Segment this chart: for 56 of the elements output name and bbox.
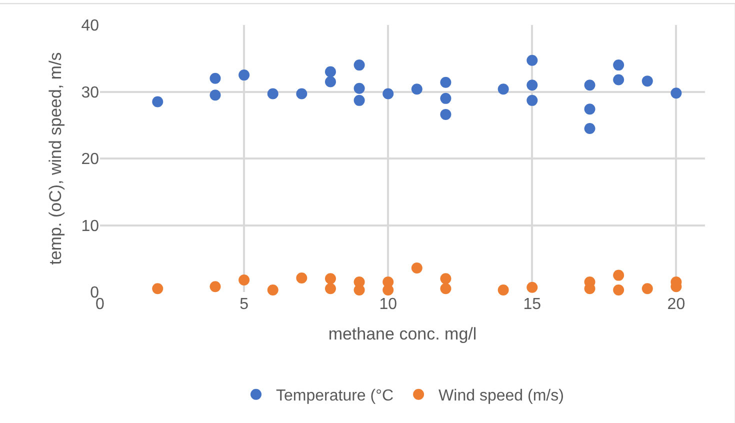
point xyxy=(354,82,365,94)
point xyxy=(354,60,365,71)
point xyxy=(411,262,422,274)
point xyxy=(324,66,336,78)
y-tick-label: 10 xyxy=(81,218,100,235)
x-tick-label: 5 xyxy=(240,296,249,313)
y-tick-label: 40 xyxy=(81,18,100,35)
point xyxy=(526,282,538,293)
point xyxy=(670,88,682,99)
point xyxy=(354,284,365,296)
point xyxy=(210,72,221,84)
point xyxy=(642,283,653,294)
point xyxy=(613,270,624,281)
point xyxy=(526,80,538,91)
point xyxy=(440,283,452,294)
legend-label: Temperature (°C xyxy=(276,388,394,405)
point xyxy=(210,281,221,292)
point xyxy=(296,272,308,284)
y-axis-title: temp. (oC), wind speed, m/s xyxy=(46,52,65,265)
point xyxy=(296,88,308,100)
point xyxy=(354,94,365,106)
point xyxy=(584,122,596,134)
point xyxy=(440,76,452,88)
y-tick-label: 30 xyxy=(81,84,100,102)
point xyxy=(498,84,509,95)
point xyxy=(411,84,422,95)
point xyxy=(238,70,250,81)
point xyxy=(613,284,624,296)
point xyxy=(498,284,509,296)
y-tick-label: 20 xyxy=(81,151,100,168)
x-tick-label: 10 xyxy=(379,296,398,313)
point xyxy=(382,284,394,296)
legend-label: Wind speed (m/s) xyxy=(438,388,564,405)
point xyxy=(382,88,394,100)
point xyxy=(642,76,653,87)
point xyxy=(440,108,452,120)
point xyxy=(152,283,164,294)
point xyxy=(238,274,250,286)
x-axis-title: methane conc. mg/l xyxy=(328,324,477,344)
point xyxy=(267,284,278,296)
point xyxy=(526,94,538,106)
point xyxy=(324,273,336,284)
x-tick-label: 15 xyxy=(523,296,542,313)
point xyxy=(440,92,452,104)
point xyxy=(152,96,164,108)
point xyxy=(324,283,336,294)
point xyxy=(324,76,336,88)
point xyxy=(613,60,624,71)
point xyxy=(613,74,624,86)
point xyxy=(440,273,452,284)
point xyxy=(584,80,596,91)
point xyxy=(584,104,596,115)
point xyxy=(526,54,538,66)
point xyxy=(267,88,278,100)
x-tick-label: 20 xyxy=(667,296,686,313)
point xyxy=(210,90,221,101)
